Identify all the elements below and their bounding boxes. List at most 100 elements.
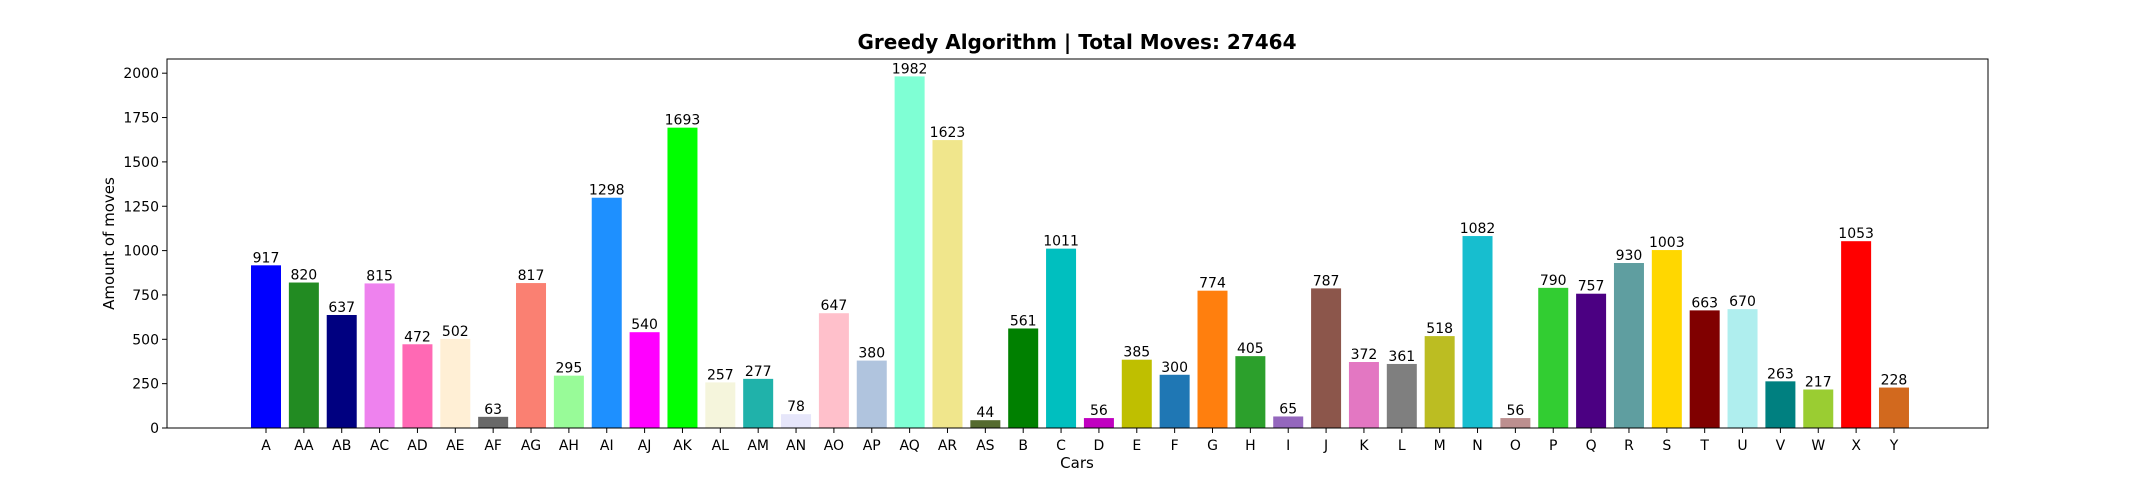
x-tick-label-C: C <box>1056 438 1066 454</box>
x-tick-label-V: V <box>1776 438 1786 454</box>
bar-U <box>1727 309 1758 428</box>
data-label-O: 56 <box>1506 403 1524 419</box>
bar-AH <box>553 375 584 428</box>
x-tick-label-AL: AL <box>712 438 730 454</box>
y-tick-label-250: 250 <box>132 377 159 393</box>
y-tick-label-0: 0 <box>150 421 159 437</box>
data-label-M: 518 <box>1426 321 1453 337</box>
data-label-V: 263 <box>1767 366 1794 382</box>
x-tick-label-AC: AC <box>370 438 389 454</box>
bar-C <box>1046 248 1077 428</box>
bar-AE <box>440 338 471 428</box>
data-label-I: 65 <box>1279 401 1297 417</box>
x-tick-label-M: M <box>1434 438 1446 454</box>
data-label-U: 670 <box>1729 294 1756 310</box>
x-tick-label-O: O <box>1510 438 1521 454</box>
x-tick-label-J: J <box>1323 438 1328 454</box>
bar-AD <box>402 344 433 428</box>
bar-N <box>1462 236 1493 428</box>
bar-AN <box>781 414 812 428</box>
data-label-AE: 502 <box>442 324 469 340</box>
x-tick-label-A: A <box>261 438 271 454</box>
bar-M <box>1424 336 1455 428</box>
x-axis-label: Cars <box>1060 454 1094 472</box>
data-label-AP: 380 <box>858 346 885 362</box>
data-label-H: 405 <box>1237 341 1264 357</box>
x-tick-label-AJ: AJ <box>638 438 652 454</box>
x-tick-label-AI: AI <box>600 438 614 454</box>
bar-AQ <box>894 76 925 428</box>
data-label-Y: 228 <box>1881 373 1908 389</box>
bar-J <box>1311 288 1342 428</box>
data-label-K: 372 <box>1351 347 1378 363</box>
data-label-G: 774 <box>1199 276 1226 292</box>
y-tick-label-1000: 1000 <box>123 244 159 260</box>
bar-R <box>1613 263 1644 428</box>
bar-AB <box>326 314 357 428</box>
bars-group <box>251 76 1909 428</box>
x-tick-label-N: N <box>1472 438 1482 454</box>
x-tick-label-R: R <box>1624 438 1634 454</box>
y-tick-label-1750: 1750 <box>123 111 159 127</box>
data-label-F: 300 <box>1161 360 1188 376</box>
x-tick-label-U: U <box>1737 438 1747 454</box>
y-tick-label-1500: 1500 <box>123 155 159 171</box>
x-tick-label-AE: AE <box>446 438 464 454</box>
data-label-C: 1011 <box>1043 234 1079 250</box>
chart-title: Greedy Algorithm | Total Moves: 27464 <box>858 30 1297 54</box>
bar-V <box>1765 381 1796 428</box>
bar-Y <box>1878 387 1909 428</box>
data-label-AQ: 1982 <box>892 61 928 77</box>
bar-A <box>251 265 281 428</box>
bar-AM <box>743 378 774 428</box>
x-tick-label-S: S <box>1662 438 1671 454</box>
data-label-E: 385 <box>1123 345 1150 361</box>
bar-P <box>1538 287 1569 428</box>
bar-AI <box>591 197 622 428</box>
x-tick-label-AN: AN <box>786 438 806 454</box>
x-tick-label-T: T <box>1699 438 1709 454</box>
bar-X <box>1841 241 1872 428</box>
x-tick-label-X: X <box>1851 438 1861 454</box>
x-tick-label-AQ: AQ <box>899 438 919 454</box>
data-label-T: 663 <box>1691 295 1718 311</box>
bar-F <box>1159 374 1190 428</box>
x-tick-label-D: D <box>1094 438 1105 454</box>
bar-AG <box>516 283 547 428</box>
data-label-AJ: 540 <box>631 317 658 333</box>
bar-AA <box>288 282 319 428</box>
x-tick-label-AO: AO <box>824 438 844 454</box>
y-axis-label: Amount of moves <box>100 177 118 310</box>
x-tick-label-AH: AH <box>559 438 579 454</box>
x-tick-label-K: K <box>1359 438 1369 454</box>
x-tick-label-AA: AA <box>294 438 314 454</box>
x-tick-label-AS: AS <box>976 438 995 454</box>
x-tick-label-AR: AR <box>938 438 958 454</box>
x-tick-label-AG: AG <box>521 438 541 454</box>
x-tick-label-E: E <box>1132 438 1141 454</box>
bar-AK <box>667 127 698 428</box>
data-label-W: 217 <box>1805 375 1832 391</box>
x-tick-label-F: F <box>1171 438 1179 454</box>
data-label-Q: 757 <box>1578 279 1605 295</box>
bar-B <box>1008 328 1039 428</box>
x-tick-label-L: L <box>1398 438 1406 454</box>
data-label-AN: 78 <box>787 399 805 415</box>
bar-AR <box>932 140 963 428</box>
x-tick-label-I: I <box>1286 438 1290 454</box>
bar-AL <box>705 382 736 428</box>
bar-K <box>1348 362 1379 428</box>
y-tick-label-750: 750 <box>132 288 159 304</box>
bar-I <box>1273 416 1304 428</box>
bar-E <box>1121 359 1152 428</box>
data-label-AC: 815 <box>366 268 393 284</box>
x-tick-label-AD: AD <box>407 438 427 454</box>
data-label-AG: 817 <box>518 268 545 284</box>
bar-S <box>1651 250 1682 428</box>
data-label-AS: 44 <box>976 405 994 421</box>
data-label-J: 787 <box>1313 273 1340 289</box>
bar-G <box>1197 290 1228 428</box>
bar-D <box>1083 418 1114 428</box>
data-label-A: 917 <box>253 250 280 266</box>
